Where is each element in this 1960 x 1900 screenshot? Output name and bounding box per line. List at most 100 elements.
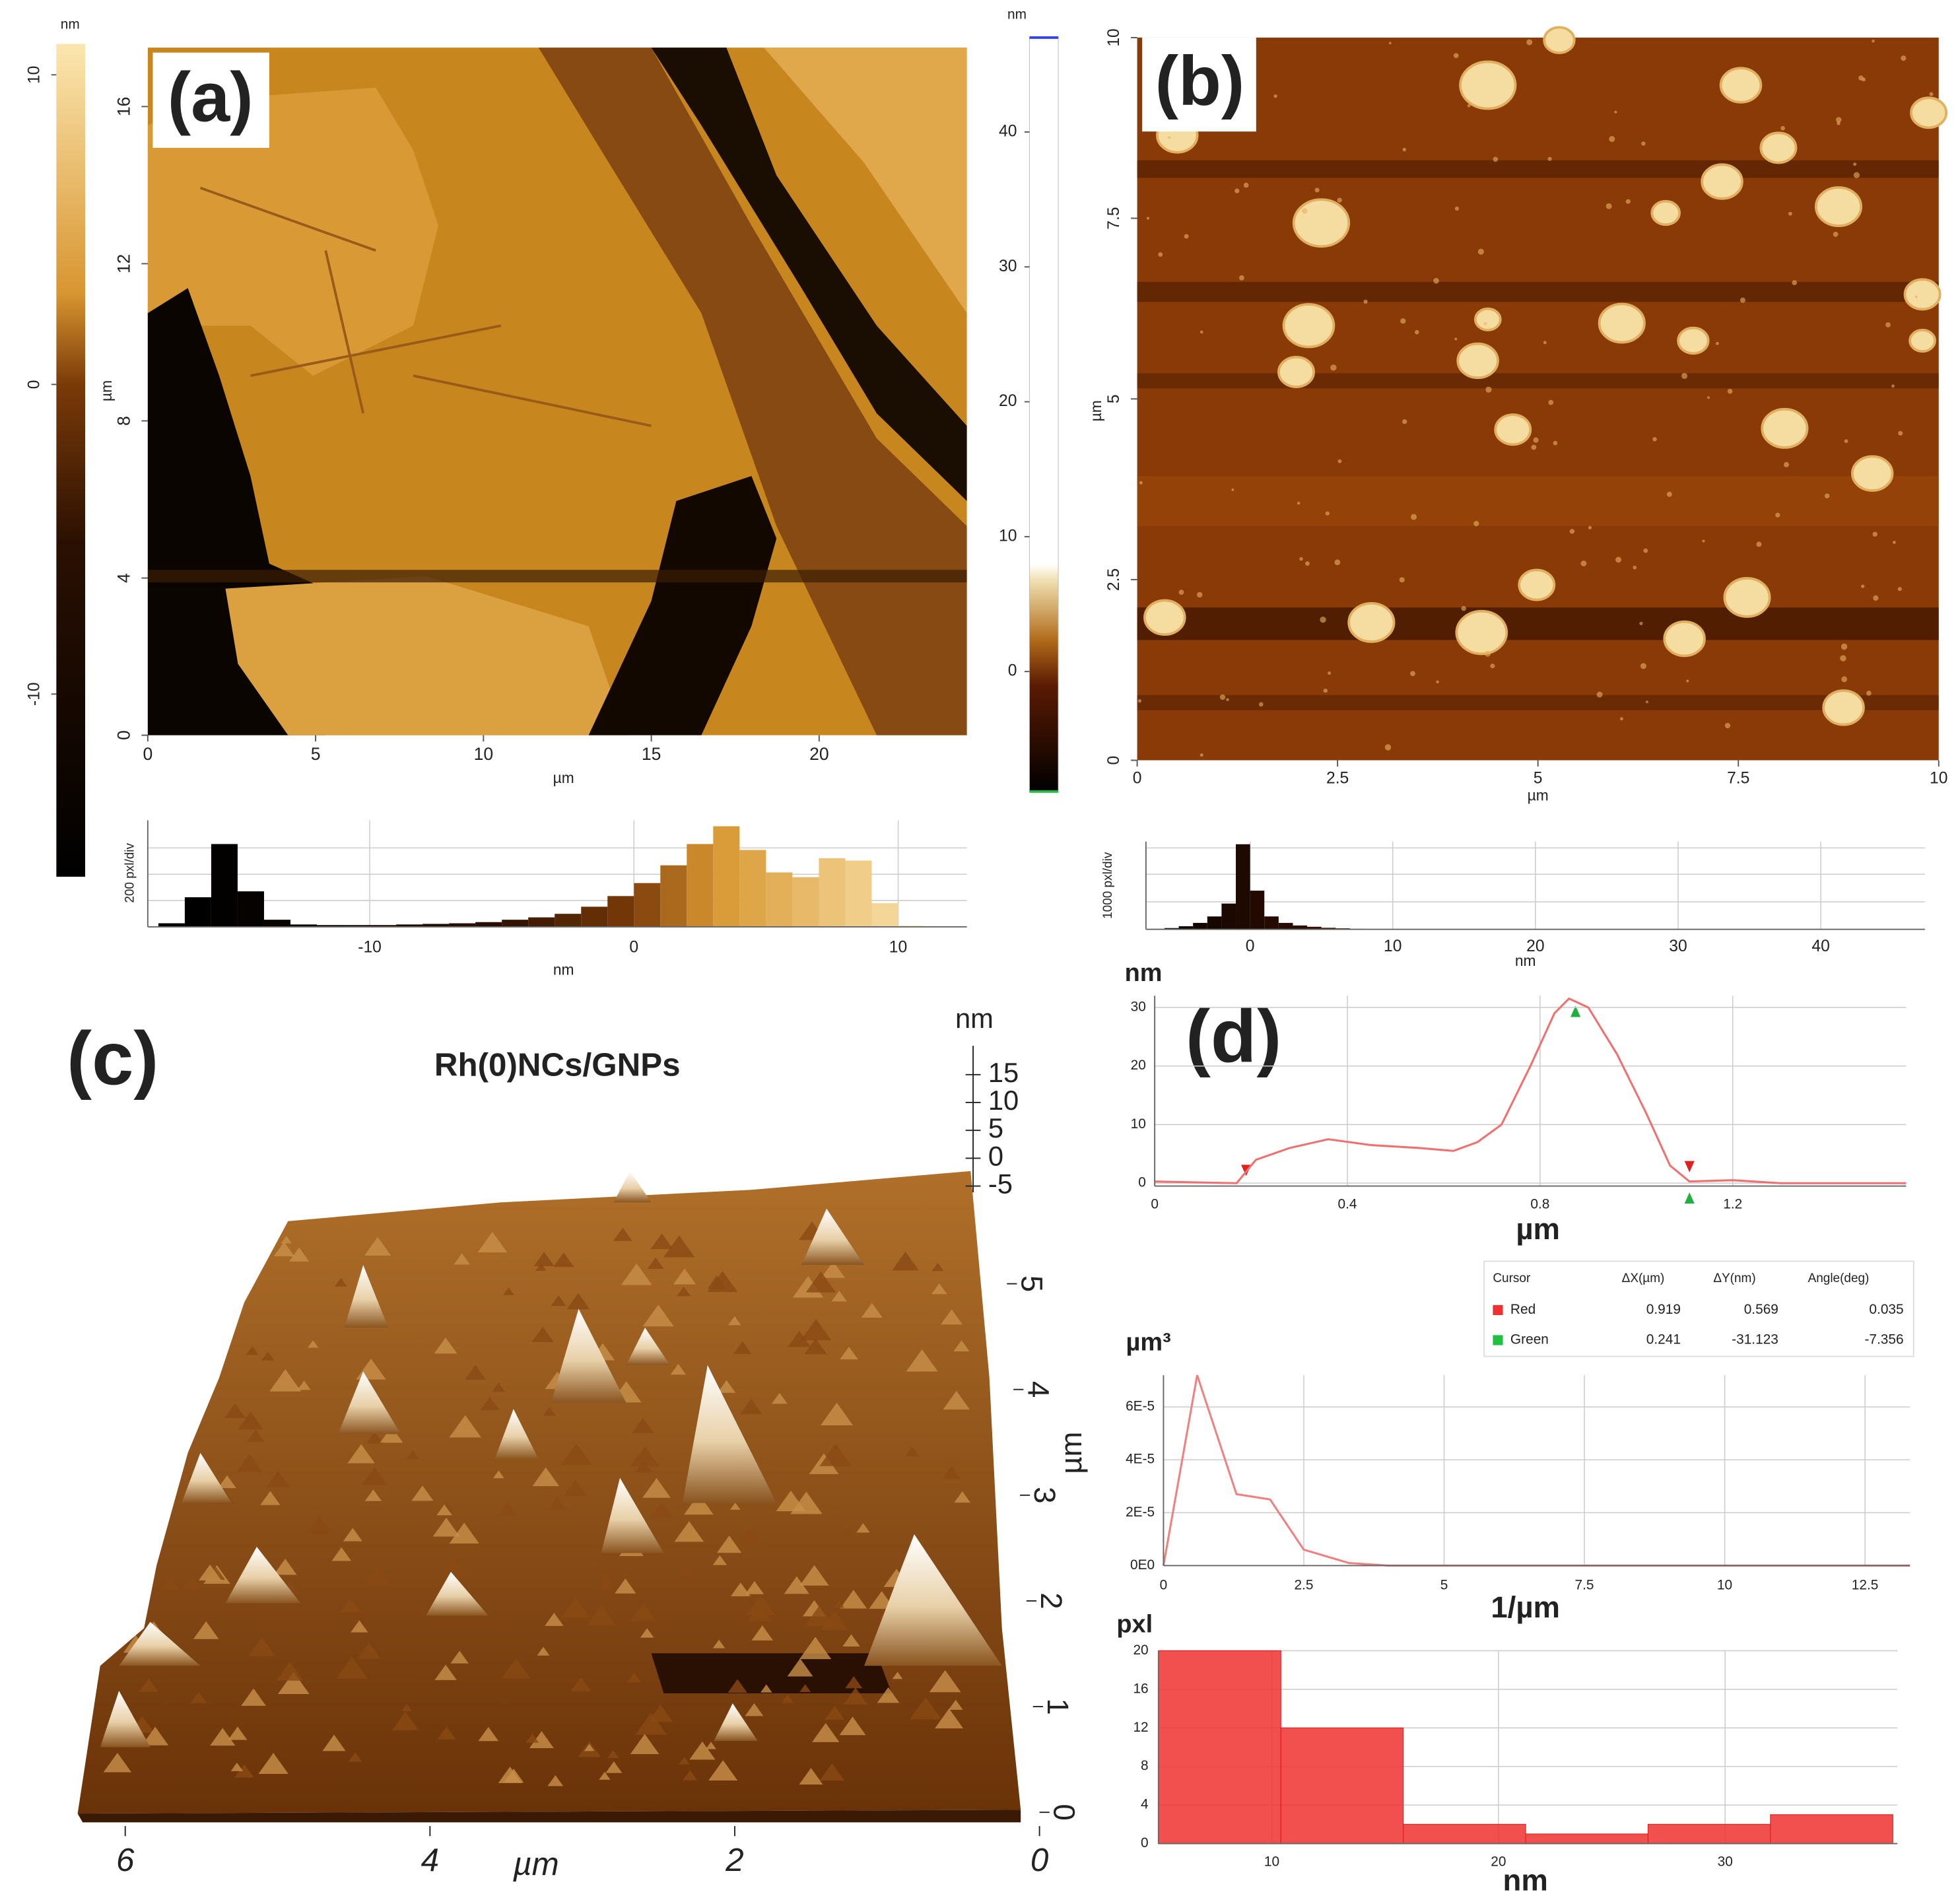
bump — [784, 1576, 809, 1594]
bar — [184, 897, 211, 927]
bump — [340, 1598, 361, 1613]
surface-3d — [77, 1171, 1021, 1823]
particle — [1459, 60, 1517, 110]
bar — [158, 923, 185, 927]
bump — [439, 1556, 469, 1577]
bar — [370, 925, 397, 927]
bump — [529, 1731, 554, 1749]
bump — [613, 1227, 632, 1241]
bump — [712, 1639, 726, 1648]
grain — [1898, 430, 1903, 436]
bump — [630, 1446, 659, 1467]
bump — [621, 1263, 652, 1285]
grain — [1615, 557, 1622, 563]
x-tick-label: 0 — [1151, 1197, 1159, 1212]
peak — [119, 1621, 201, 1666]
peak — [551, 1308, 626, 1403]
bump — [566, 1293, 590, 1310]
grain — [1858, 75, 1864, 81]
particle — [1456, 342, 1499, 380]
grain — [1866, 691, 1872, 696]
colorbar-label: nm — [61, 17, 80, 32]
bump — [788, 1330, 811, 1347]
bump — [533, 1252, 555, 1266]
grain — [1844, 439, 1848, 444]
bar — [660, 865, 687, 927]
bump — [935, 1708, 964, 1729]
y-tick-label: 4 — [1141, 1797, 1149, 1812]
x-tick-label: 4 — [421, 1842, 439, 1878]
x-tick-label: 5 — [311, 744, 321, 764]
bump — [261, 1351, 275, 1361]
y-tick-label: 0 — [1105, 756, 1123, 765]
bump — [364, 1489, 382, 1501]
peak — [426, 1571, 489, 1616]
bump — [712, 1555, 727, 1565]
y-tick-label: 2 — [1034, 1592, 1068, 1609]
x-tick-label: 20 — [1526, 937, 1544, 955]
bump — [434, 1338, 457, 1354]
bump — [347, 1444, 375, 1464]
grain — [1788, 211, 1792, 216]
particle — [1677, 326, 1710, 355]
y-tick-label: 0 — [1138, 1175, 1146, 1190]
bump — [834, 1600, 844, 1608]
bump — [241, 1688, 266, 1706]
bump — [248, 1637, 276, 1656]
bump — [343, 1528, 362, 1542]
grain — [1167, 136, 1171, 139]
y-tick-label: 8 — [1141, 1758, 1149, 1773]
grain — [1410, 671, 1415, 677]
x-tick-label: 0.8 — [1530, 1197, 1549, 1212]
y-tick-label: 12 — [114, 254, 134, 274]
grain — [1543, 341, 1547, 345]
grain — [1200, 753, 1203, 757]
grain — [1707, 396, 1710, 399]
bump — [190, 1691, 207, 1703]
y-tick-label: 10 — [1131, 1116, 1146, 1132]
grain — [1740, 297, 1745, 303]
peak — [801, 1208, 865, 1266]
grain — [1473, 521, 1479, 527]
bump — [449, 1415, 481, 1438]
bar — [687, 844, 714, 927]
bar — [792, 877, 819, 927]
bar — [1280, 1727, 1404, 1845]
bump — [684, 1493, 714, 1515]
y-tick-label: 16 — [114, 97, 134, 117]
bump — [683, 1770, 698, 1781]
bump — [650, 1502, 673, 1518]
bump — [745, 1580, 764, 1594]
y-tick-label: 5 — [1015, 1275, 1048, 1292]
grain — [1837, 121, 1841, 125]
table-cell: Green — [1510, 1332, 1549, 1347]
peak — [613, 1171, 652, 1203]
particle — [1663, 620, 1706, 658]
panel-label: (a) — [168, 58, 253, 137]
bump — [708, 1760, 738, 1781]
bar — [845, 860, 872, 927]
bump — [799, 1684, 811, 1693]
bar — [1525, 1833, 1649, 1845]
y-tick-label: 20 — [1133, 1643, 1148, 1658]
table-cell: 0.919 — [1646, 1302, 1681, 1317]
bump — [677, 1286, 691, 1297]
peak — [494, 1409, 539, 1460]
bump — [228, 1726, 248, 1740]
bump — [931, 1283, 947, 1295]
grain — [1219, 694, 1226, 700]
grain — [1853, 162, 1857, 166]
bump — [605, 1761, 623, 1773]
bump — [842, 1634, 860, 1647]
grain — [1363, 299, 1368, 304]
x-tick-label: 12.5 — [1852, 1577, 1879, 1592]
bump — [392, 1711, 419, 1730]
y-tick-label: 30 — [1131, 1000, 1146, 1015]
x-axis-label: nm — [553, 961, 574, 978]
bump — [650, 1233, 673, 1250]
bump — [942, 1466, 961, 1479]
bump — [632, 1417, 654, 1433]
line — [1155, 997, 1907, 1184]
bump — [910, 1697, 942, 1720]
bump — [746, 1594, 776, 1615]
